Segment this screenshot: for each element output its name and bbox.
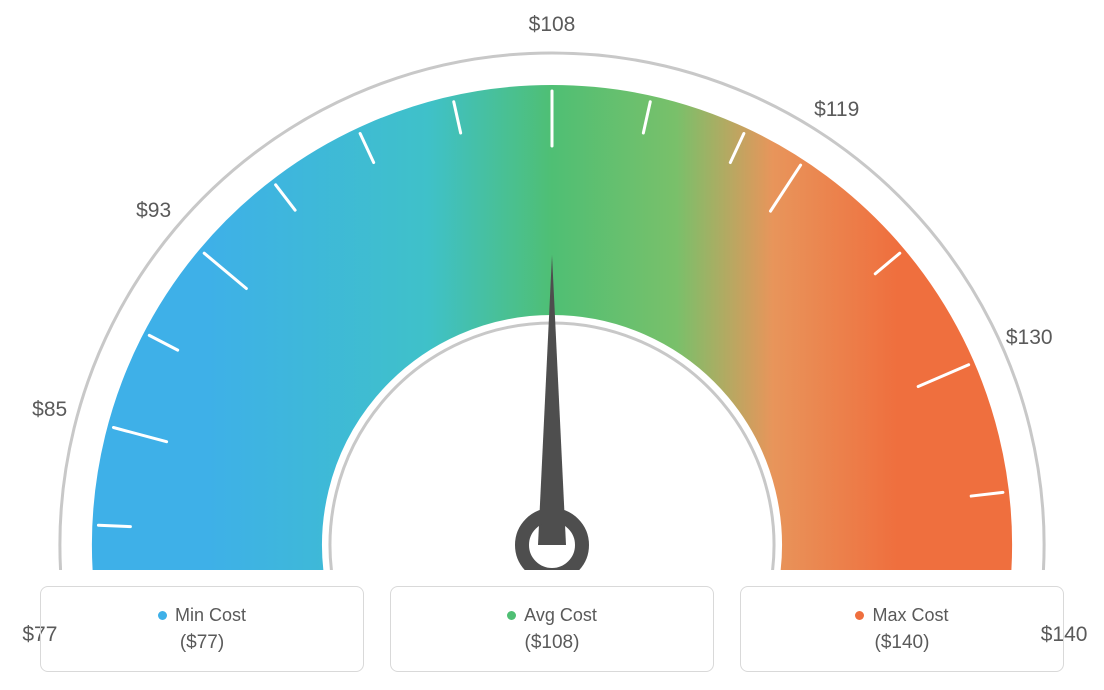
legend-top: Min Cost <box>158 605 246 626</box>
legend-card-min: Min Cost ($77) <box>40 586 364 672</box>
gauge-tick-label: $108 <box>529 13 576 37</box>
legend-top: Avg Cost <box>507 605 597 626</box>
cost-gauge-container: $77$85$93$108$119$130$140 Min Cost ($77)… <box>0 0 1104 690</box>
legend-value-min: ($77) <box>180 632 224 654</box>
gauge-tick-label: $85 <box>32 398 67 422</box>
gauge-chart: $77$85$93$108$119$130$140 <box>0 0 1104 570</box>
legend-value-avg: ($108) <box>525 632 580 654</box>
gauge-tick-label: $119 <box>814 98 859 122</box>
legend-row: Min Cost ($77) Avg Cost ($108) Max Cost … <box>40 586 1064 672</box>
legend-label-min: Min Cost <box>175 605 246 626</box>
legend-label-avg: Avg Cost <box>524 605 597 626</box>
gauge-tick-label: $130 <box>1006 326 1053 350</box>
gauge-tick-label: $93 <box>136 199 171 223</box>
legend-dot-max <box>855 611 864 620</box>
legend-dot-min <box>158 611 167 620</box>
legend-card-max: Max Cost ($140) <box>740 586 1064 672</box>
legend-top: Max Cost <box>855 605 948 626</box>
legend-dot-avg <box>507 611 516 620</box>
legend-card-avg: Avg Cost ($108) <box>390 586 714 672</box>
legend-label-max: Max Cost <box>872 605 948 626</box>
legend-value-max: ($140) <box>875 632 930 654</box>
gauge-svg <box>0 0 1104 570</box>
